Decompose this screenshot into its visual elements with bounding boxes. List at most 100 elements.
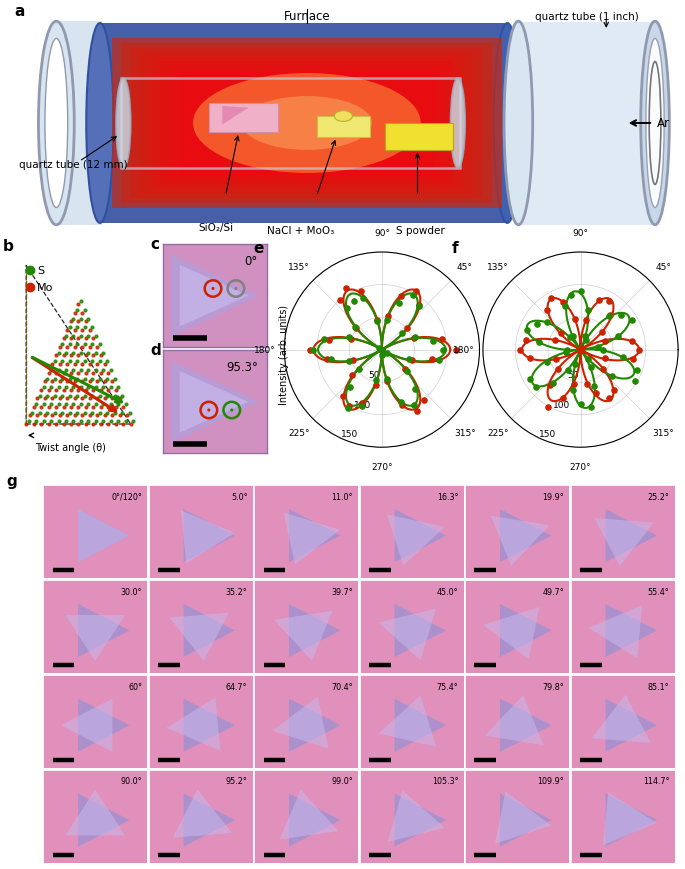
- Point: [603, 392, 614, 406]
- Point: [399, 362, 410, 376]
- Point: [580, 314, 591, 328]
- Bar: [99, 24, 508, 223]
- Ellipse shape: [646, 39, 664, 209]
- Polygon shape: [184, 699, 235, 752]
- Polygon shape: [179, 266, 249, 327]
- Text: quartz tube (12 mm): quartz tube (12 mm): [19, 160, 128, 169]
- Ellipse shape: [334, 111, 352, 123]
- Point: [436, 333, 447, 347]
- Polygon shape: [388, 791, 445, 842]
- Point: [575, 343, 586, 357]
- Text: 5.0°: 5.0°: [231, 492, 247, 501]
- Point: [556, 327, 566, 341]
- Polygon shape: [395, 699, 446, 752]
- Point: [520, 334, 531, 348]
- Point: [356, 285, 366, 299]
- Point: [632, 364, 643, 378]
- Text: 55.4°: 55.4°: [648, 587, 669, 596]
- Point: [343, 331, 354, 345]
- Text: a: a: [14, 4, 25, 19]
- Point: [325, 352, 336, 366]
- Text: 35.2°: 35.2°: [226, 587, 247, 596]
- Polygon shape: [289, 699, 340, 752]
- Point: [567, 330, 578, 344]
- Polygon shape: [78, 793, 129, 846]
- Polygon shape: [184, 509, 235, 562]
- Point: [607, 369, 618, 383]
- Ellipse shape: [193, 74, 421, 174]
- Point: [344, 355, 355, 369]
- Point: [382, 309, 393, 323]
- Text: 25.2°: 25.2°: [647, 492, 669, 501]
- Point: [542, 315, 553, 329]
- Point: [338, 389, 349, 403]
- Point: [395, 395, 406, 409]
- Point: [345, 381, 356, 395]
- Bar: [112, 39, 502, 209]
- Point: [371, 374, 382, 388]
- FancyBboxPatch shape: [316, 117, 370, 137]
- Point: [353, 362, 364, 376]
- Polygon shape: [606, 604, 657, 657]
- Point: [382, 347, 393, 361]
- Point: [551, 352, 562, 366]
- Bar: [132, 49, 482, 199]
- Text: 95.2°: 95.2°: [225, 776, 247, 786]
- Point: [585, 400, 596, 414]
- Point: [562, 343, 573, 357]
- Polygon shape: [279, 790, 338, 839]
- Point: [598, 343, 609, 357]
- Circle shape: [212, 288, 214, 291]
- Point: [525, 352, 536, 366]
- Point: [335, 294, 346, 308]
- Point: [376, 343, 387, 357]
- Point: [575, 343, 586, 357]
- Point: [560, 346, 571, 360]
- Point: [542, 401, 553, 415]
- Polygon shape: [395, 793, 446, 846]
- Polygon shape: [606, 793, 657, 846]
- Polygon shape: [387, 514, 445, 566]
- Ellipse shape: [451, 79, 465, 169]
- Ellipse shape: [494, 24, 521, 223]
- Text: quartz tube (1 inch): quartz tube (1 inch): [535, 12, 638, 22]
- Text: 64.7°: 64.7°: [226, 681, 247, 691]
- Point: [419, 394, 429, 408]
- Text: 60°: 60°: [128, 681, 142, 691]
- Point: [322, 353, 333, 367]
- Point: [534, 336, 545, 350]
- Text: S: S: [38, 266, 45, 276]
- Text: 11.0°: 11.0°: [332, 492, 353, 501]
- Text: b: b: [3, 238, 14, 254]
- Text: 0°/120°: 0°/120°: [111, 492, 142, 501]
- Point: [410, 284, 421, 298]
- Point: [376, 343, 387, 357]
- Polygon shape: [603, 793, 657, 846]
- Point: [376, 343, 387, 357]
- Point: [575, 397, 586, 411]
- Text: 70.4°: 70.4°: [332, 681, 353, 691]
- Point: [402, 365, 413, 379]
- Point: [397, 326, 408, 340]
- Text: 79.8°: 79.8°: [543, 681, 564, 691]
- Point: [560, 300, 571, 314]
- Polygon shape: [606, 699, 657, 752]
- Point: [412, 404, 423, 418]
- Point: [371, 314, 382, 328]
- Polygon shape: [284, 513, 340, 565]
- Point: [552, 362, 563, 376]
- Bar: [151, 58, 463, 189]
- Polygon shape: [171, 255, 259, 337]
- Text: 95.3°: 95.3°: [226, 361, 258, 374]
- Bar: [170, 67, 444, 181]
- Polygon shape: [78, 509, 129, 562]
- Point: [350, 322, 361, 335]
- Point: [593, 294, 604, 308]
- Bar: [56, 22, 102, 226]
- Text: d: d: [151, 343, 161, 358]
- Point: [545, 291, 556, 305]
- Polygon shape: [289, 604, 340, 657]
- Point: [346, 332, 357, 346]
- Polygon shape: [500, 509, 551, 562]
- Point: [568, 383, 579, 397]
